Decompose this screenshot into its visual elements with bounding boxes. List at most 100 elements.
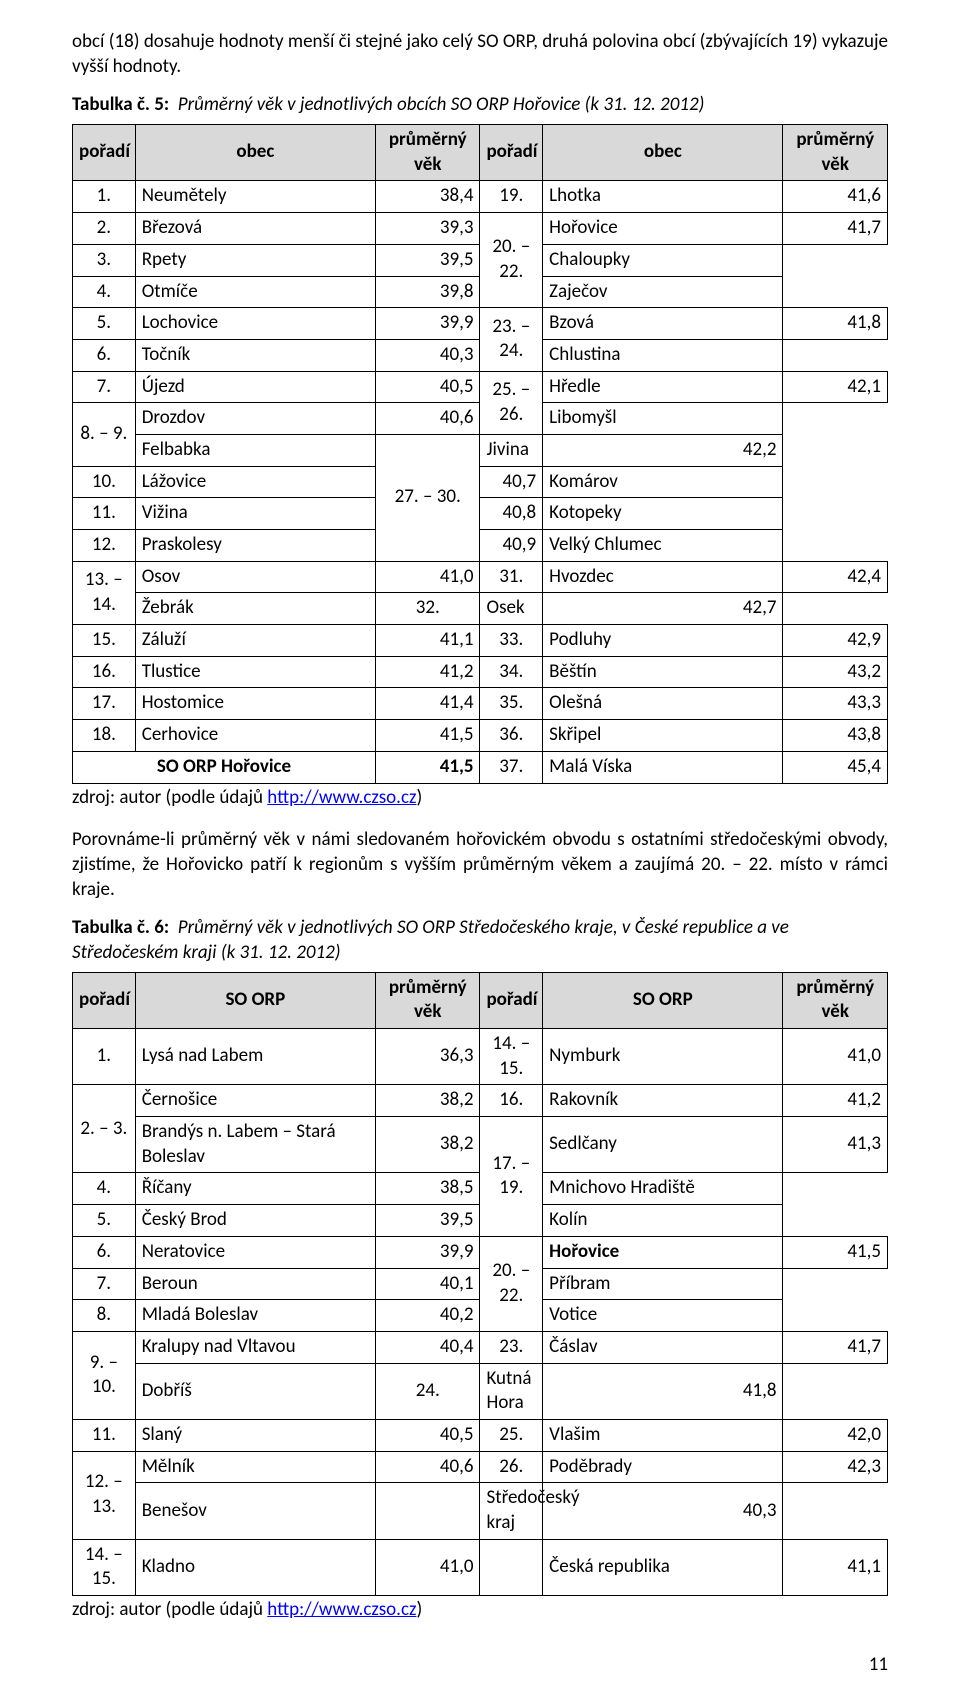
cell-obec: Rakovník <box>543 1085 783 1117</box>
cell-poradi: 8. <box>73 1300 136 1332</box>
cell-obec: Lhotka <box>543 181 783 213</box>
th-obec: SO ORP <box>135 972 375 1028</box>
mid-paragraph: Porovnáme-li průměrný věk v námi sledova… <box>72 828 888 902</box>
cell-obec: Lochovice <box>135 308 375 340</box>
source-prefix: zdroj: autor (podle údajů <box>72 1598 267 1621</box>
cell-vek: 41,4 <box>376 688 480 720</box>
cell-obec: Český Brod <box>135 1205 375 1237</box>
cell-obec: Drozdov <box>135 403 375 435</box>
table5-label: Tabulka č. 5: <box>72 93 169 116</box>
cell-poradi: 5. <box>73 1205 136 1237</box>
cell-vek: 41,5 <box>783 1236 888 1268</box>
cell-obec: Točník <box>135 339 375 371</box>
table5-header-row: pořadí obec průměrný věk pořadí obec prů… <box>73 125 888 181</box>
cell-obec: Komárov <box>543 466 783 498</box>
cell-obec: Hředle <box>543 371 783 403</box>
cell-obec: Mladá Boleslav <box>135 1300 375 1332</box>
table-row: 1.Lysá nad Labem36,314. – 15.Nymburk41,0 <box>73 1029 888 1085</box>
cell-obec: Chaloupky <box>543 244 783 276</box>
th-vek: průměrný věk <box>376 125 480 181</box>
table-row: Žebrák32.Osek42,7 <box>73 593 888 625</box>
table6-title: Průměrný věk v jednotlivých SO ORP Střed… <box>72 916 789 964</box>
cell-vek: 41,5 <box>376 720 480 752</box>
cell-vek: 39,9 <box>376 308 480 340</box>
cell-obec: Cerhovice <box>135 720 375 752</box>
source-link[interactable]: http://www.czso.cz <box>267 786 416 809</box>
cell-vek: 41,2 <box>376 656 480 688</box>
table-row: 5.Lochovice39,923. – 24.Bzová41,8 <box>73 308 888 340</box>
cell-poradi: 18. <box>73 720 136 752</box>
cell-obec: Česká republika <box>543 1539 783 1595</box>
cell-obec: Hořovice <box>543 213 783 245</box>
cell-obec: Slaný <box>135 1419 375 1451</box>
table-row: 12.Praskolesy40,9Velký Chlumec <box>73 530 888 562</box>
cell-vek: 41,7 <box>783 213 888 245</box>
cell-obec: Hořovice <box>543 1236 783 1268</box>
cell-obec: Lysá nad Labem <box>135 1029 375 1085</box>
table-row: BenešovStředočeský kraj40,3 <box>73 1483 888 1539</box>
cell-poradi: 20. – 22. <box>480 213 543 308</box>
cell-obec: Brandýs n. Labem – Stará Boleslav <box>135 1117 375 1173</box>
table-row: 14. – 15.Kladno41,0Česká republika41,1 <box>73 1539 888 1595</box>
cell-obec: Vlašim <box>543 1419 783 1451</box>
cell-obec: Zaječov <box>543 276 783 308</box>
table-row: 11.Slaný40,525.Vlašim42,0 <box>73 1419 888 1451</box>
cell-vek: 40,6 <box>376 403 480 435</box>
table-row: 18.Cerhovice41,536.Skřipel43,8 <box>73 720 888 752</box>
cell-obec: Příbram <box>543 1268 783 1300</box>
cell-vek: 41,1 <box>783 1539 888 1595</box>
cell-vek: 40,5 <box>376 1419 480 1451</box>
cell-vek: 41,8 <box>783 308 888 340</box>
th-vek: průměrný věk <box>783 972 888 1028</box>
cell-poradi: 11. <box>73 498 136 530</box>
cell-vek: 40,6 <box>376 1451 480 1483</box>
cell-vek: 41,2 <box>783 1085 888 1117</box>
table-row: 12. – 13.Mělník40,626.Poděbrady42,3 <box>73 1451 888 1483</box>
cell-poradi: 2. <box>73 213 136 245</box>
th-obec: obec <box>543 125 783 181</box>
cell-vek: 41,3 <box>783 1117 888 1173</box>
cell-vek: 42,3 <box>783 1451 888 1483</box>
cell-obec: Újezd <box>135 371 375 403</box>
cell-vek: 40,4 <box>376 1331 480 1363</box>
cell-poradi: 2. – 3. <box>73 1085 136 1173</box>
cell-obec: Osek <box>480 593 543 625</box>
cell-obec: Podluhy <box>543 625 783 657</box>
table-row: 1.Neumětely38,419.Lhotka41,6 <box>73 181 888 213</box>
cell-obec: Olešná <box>543 688 783 720</box>
cell-poradi: 16. <box>73 656 136 688</box>
cell-poradi: 25. <box>480 1419 543 1451</box>
source-suffix: ) <box>416 1598 422 1621</box>
th-poradi: pořadí <box>480 125 543 181</box>
table6-label: Tabulka č. 6: <box>72 916 169 939</box>
table6-caption: Tabulka č. 6: Průměrný věk v jednotlivýc… <box>72 916 888 965</box>
cell-poradi: 10. <box>73 466 136 498</box>
source-link[interactable]: http://www.czso.cz <box>267 1598 416 1621</box>
cell-poradi: 24. <box>376 1363 480 1419</box>
cell-vek: 38,2 <box>376 1117 480 1173</box>
cell-obec: Běštín <box>543 656 783 688</box>
cell-poradi: 12. – 13. <box>73 1451 136 1539</box>
cell-vek: 41,0 <box>376 1539 480 1595</box>
cell-obec: Kutná Hora <box>480 1363 543 1419</box>
table-row: 10.Lážovice 40,7Komárov <box>73 466 888 498</box>
cell-poradi: 3. <box>73 244 136 276</box>
cell-poradi: 13. – 14. <box>73 561 136 624</box>
cell-poradi: 1. <box>73 181 136 213</box>
cell-obec: Kolín <box>543 1205 783 1237</box>
cell-vek: 38,5 <box>376 1173 480 1205</box>
cell-poradi: 34. <box>480 656 543 688</box>
cell-poradi <box>376 1483 480 1539</box>
cell-vek: 41,0 <box>783 1029 888 1085</box>
th-obec: SO ORP <box>543 972 783 1028</box>
table-row: 7.Újezd40,525. – 26.Hředle42,1 <box>73 371 888 403</box>
cell-obec: Kladno <box>135 1539 375 1595</box>
cell-vek: 40,7 <box>480 466 543 498</box>
cell-vek: 40,5 <box>376 371 480 403</box>
cell-obec: Osov <box>135 561 375 593</box>
cell-poradi: 23. <box>480 1331 543 1363</box>
cell-obec: Felbabka <box>135 434 375 466</box>
table5: pořadí obec průměrný věk pořadí obec prů… <box>72 124 888 783</box>
cell-obec: Lážovice <box>135 466 375 498</box>
cell-obec: Kralupy nad Vltavou <box>135 1331 375 1363</box>
